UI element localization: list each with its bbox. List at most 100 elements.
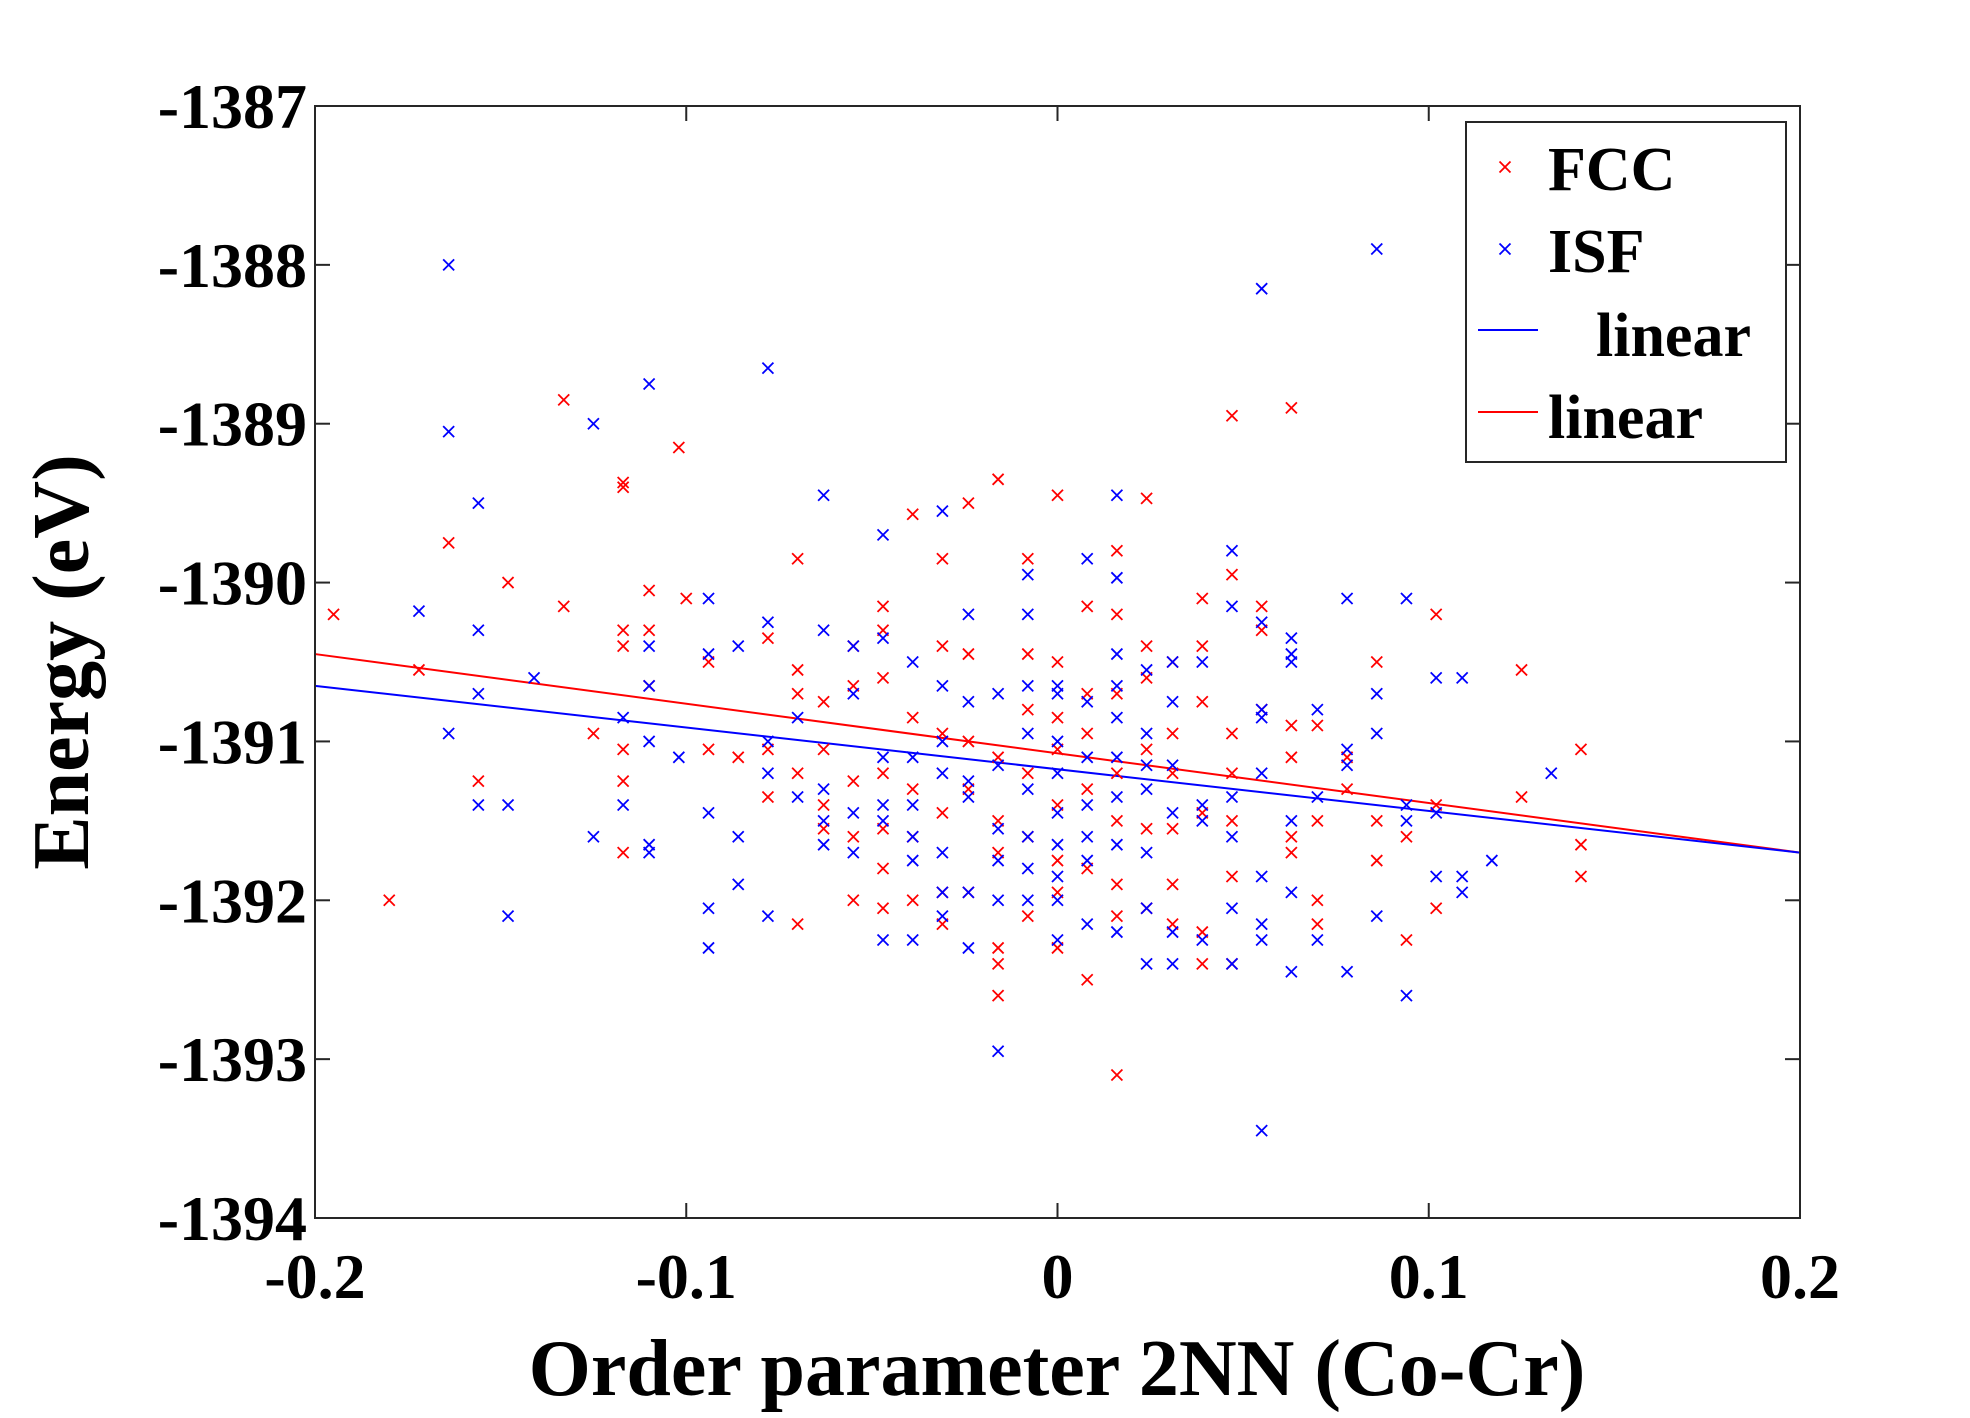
y-axis-title: Energy (eV) — [18, 454, 106, 869]
point-isf — [732, 830, 745, 843]
point-isf — [936, 886, 949, 899]
point-fcc — [847, 775, 860, 788]
point-isf — [847, 846, 860, 859]
point-fcc — [557, 393, 570, 407]
point-fcc — [1574, 838, 1588, 851]
point-isf — [642, 377, 656, 391]
y-tick-label: -1387 — [158, 71, 307, 142]
point-fcc — [761, 790, 775, 804]
point-fcc — [412, 663, 426, 677]
point-isf — [962, 608, 975, 621]
point-isf — [702, 902, 715, 915]
point-isf — [906, 798, 919, 812]
point-fcc — [1051, 655, 1064, 669]
point-fcc — [1196, 695, 1209, 708]
point-isf — [442, 425, 455, 438]
point-isf — [1255, 933, 1268, 947]
point-isf — [906, 854, 919, 867]
point-fcc — [1110, 544, 1124, 557]
point-fcc — [1311, 894, 1324, 907]
point-isf — [906, 751, 919, 764]
point-isf — [1255, 870, 1268, 883]
point-fcc — [642, 624, 656, 637]
point-isf — [1140, 902, 1153, 915]
point-fcc — [1110, 608, 1124, 621]
point-fcc — [991, 957, 1005, 970]
point-fcc — [991, 941, 1005, 955]
point-isf — [1196, 798, 1209, 812]
point-fcc — [617, 775, 630, 788]
fit-line-isf — [314, 684, 1801, 854]
point-isf — [991, 687, 1005, 700]
point-isf — [1196, 933, 1209, 947]
point-fcc — [672, 441, 685, 454]
legend-box — [1465, 121, 1787, 463]
point-isf — [906, 830, 919, 843]
y-tick-label: -1388 — [158, 230, 307, 301]
point-isf — [1051, 838, 1064, 851]
legend-marker — [1498, 242, 1512, 256]
point-isf — [1225, 830, 1239, 843]
x-tick-label: 0 — [1042, 1241, 1074, 1312]
point-isf — [587, 830, 600, 843]
point-fcc — [327, 608, 340, 621]
y-tick-label: -1392 — [158, 865, 307, 936]
point-isf — [1110, 838, 1124, 851]
legend-label: ISF — [1548, 218, 1644, 286]
point-fcc — [1140, 492, 1153, 505]
point-isf — [1456, 886, 1469, 899]
point-fcc — [1225, 568, 1239, 581]
x-tick-label: 0.2 — [1760, 1241, 1840, 1312]
point-isf — [761, 616, 775, 629]
point-isf — [1021, 679, 1034, 692]
point-fcc — [702, 743, 715, 756]
point-fcc — [962, 647, 975, 661]
point-isf — [1285, 965, 1298, 978]
y-tick-labels: -1394 -1393 -1392 -1391 -1390 -1389 -1388 -1387 — [158, 71, 307, 1254]
point-isf — [1225, 957, 1239, 970]
point-isf — [1110, 647, 1124, 661]
x-axis-title: Order parameter 2NN (Co-Cr) — [529, 1325, 1586, 1413]
point-fcc — [991, 473, 1005, 486]
point-fcc — [1285, 846, 1298, 859]
point-isf — [876, 632, 890, 645]
point-isf — [472, 624, 485, 637]
point-fcc — [1081, 600, 1094, 613]
point-isf — [1545, 767, 1558, 780]
y-tick-label: -1390 — [158, 548, 307, 619]
point-fcc — [1515, 790, 1528, 804]
point-isf — [642, 639, 656, 653]
point-isf — [642, 846, 656, 859]
point-isf — [1140, 727, 1153, 740]
point-fcc — [1225, 767, 1239, 780]
point-fcc — [1021, 910, 1034, 923]
point-fcc — [617, 639, 630, 653]
point-fcc — [1166, 822, 1179, 835]
point-isf — [1021, 894, 1034, 907]
point-isf — [1166, 759, 1179, 772]
point-isf — [1110, 571, 1124, 584]
point-isf — [1285, 655, 1298, 669]
point-fcc — [1021, 552, 1034, 565]
point-isf — [1081, 854, 1094, 867]
point-isf — [1370, 727, 1383, 740]
point-isf — [936, 767, 949, 780]
point-isf — [1485, 854, 1498, 867]
point-isf — [1051, 806, 1064, 820]
point-isf — [791, 711, 804, 724]
point-isf — [1081, 552, 1094, 565]
point-isf — [1021, 782, 1034, 796]
point-fcc — [1311, 719, 1324, 732]
point-fcc — [791, 767, 804, 780]
fit-lines — [314, 653, 1801, 854]
point-isf — [1400, 989, 1413, 1002]
point-isf — [1110, 790, 1124, 804]
point-isf — [1140, 782, 1153, 796]
point-isf — [1255, 711, 1268, 724]
point-isf — [962, 695, 975, 708]
point-isf — [1311, 703, 1324, 716]
point-fcc — [1081, 727, 1094, 740]
x-tick-label: 0.1 — [1389, 1241, 1469, 1312]
y-tick-label: -1394 — [158, 1183, 307, 1254]
